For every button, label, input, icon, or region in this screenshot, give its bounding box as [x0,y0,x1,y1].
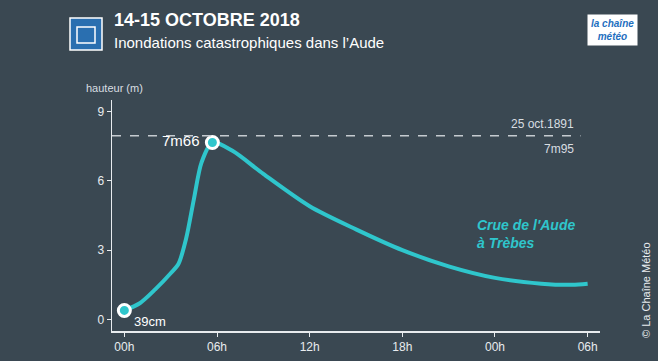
svg-text:00h: 00h [485,340,505,354]
svg-text:© La Chaîne Météo: © La Chaîne Météo [640,242,652,338]
svg-text:Crue de l'Audeà Trèbes: Crue de l'Audeà Trèbes [477,217,575,251]
svg-text:6: 6 [97,174,104,188]
svg-text:06h: 06h [578,340,598,354]
svg-text:14-15 OCTOBRE 2018: 14-15 OCTOBRE 2018 [114,10,300,30]
svg-text:0: 0 [97,313,104,327]
svg-text:7m95: 7m95 [544,142,574,156]
svg-text:06h: 06h [207,340,227,354]
svg-text:25 oct.1891: 25 oct.1891 [511,117,574,131]
svg-text:3: 3 [97,243,104,257]
svg-text:Inondations catastrophiques da: Inondations catastrophiques dans l’Aude [114,34,384,51]
svg-text:00h: 00h [114,340,134,354]
svg-text:9: 9 [97,105,104,119]
svg-text:39cm: 39cm [134,314,166,329]
svg-text:12h: 12h [300,340,320,354]
svg-text:la chaînemétéo: la chaînemétéo [591,18,634,42]
svg-text:hauteur (m): hauteur (m) [86,82,143,94]
svg-text:18h: 18h [392,340,412,354]
svg-text:7m66: 7m66 [162,132,200,149]
